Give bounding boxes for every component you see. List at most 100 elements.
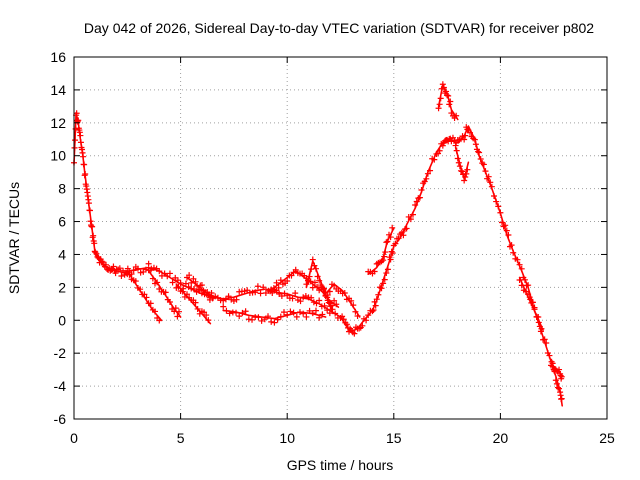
data-point	[331, 297, 338, 304]
data-point	[287, 308, 294, 315]
data-point	[89, 223, 96, 230]
data-point	[321, 302, 328, 309]
data-point	[373, 296, 380, 303]
data-point	[194, 305, 201, 312]
series-decay-3	[173, 283, 212, 325]
y-tick-label: 0	[58, 312, 66, 328]
chart-title: Day 042 of 2026, Sidereal Day-to-day VTE…	[84, 20, 594, 36]
data-point	[149, 275, 156, 282]
data-point	[143, 294, 150, 301]
data-point	[73, 110, 80, 117]
data-point	[249, 316, 256, 323]
data-point	[324, 292, 331, 299]
data-point	[332, 310, 339, 317]
y-tick-label: 4	[58, 246, 66, 262]
data-point	[98, 258, 105, 265]
data-point	[177, 279, 184, 286]
data-point	[314, 283, 321, 290]
data-point	[439, 142, 446, 149]
data-point	[271, 319, 278, 326]
data-point	[348, 297, 355, 304]
data-point	[313, 300, 320, 307]
data-point	[439, 81, 446, 88]
data-point	[268, 318, 275, 325]
data-point	[516, 261, 523, 268]
data-point	[94, 253, 101, 260]
data-point	[205, 291, 212, 298]
data-point	[488, 183, 495, 190]
data-point	[320, 285, 327, 292]
data-point	[553, 380, 560, 387]
series-dip-18	[452, 142, 471, 184]
data-point	[179, 288, 186, 295]
data-point	[556, 366, 563, 373]
data-point	[91, 240, 98, 247]
data-point	[383, 239, 390, 246]
data-point	[538, 325, 545, 332]
data-point	[293, 313, 300, 320]
data-point	[174, 277, 181, 284]
data-point	[242, 308, 249, 315]
data-point	[230, 298, 237, 305]
data-point	[459, 168, 466, 175]
data-point	[383, 270, 390, 277]
data-point	[150, 264, 157, 271]
data-point	[261, 316, 268, 323]
data-point	[369, 308, 376, 315]
data-point	[252, 289, 259, 296]
data-point	[303, 313, 310, 320]
data-point	[77, 132, 84, 139]
data-point	[290, 309, 297, 316]
data-point	[233, 296, 240, 303]
x-tick-label: 15	[386, 430, 402, 446]
data-point	[316, 314, 323, 321]
data-point	[381, 253, 388, 260]
data-point	[463, 170, 470, 177]
data-point	[222, 296, 229, 303]
data-point	[241, 288, 248, 295]
data-point	[192, 278, 199, 285]
data-point	[375, 291, 382, 298]
data-point	[172, 305, 179, 312]
data-point	[325, 299, 332, 306]
data-point	[265, 313, 272, 320]
data-point	[220, 297, 227, 304]
y-tick-label: 8	[58, 181, 66, 197]
data-point	[228, 296, 235, 303]
data-point	[166, 270, 173, 277]
data-point	[120, 267, 127, 274]
series-rise-14	[365, 224, 396, 277]
data-point	[257, 290, 264, 297]
series-fall-21	[516, 276, 545, 332]
x-tick-label: 25	[599, 430, 615, 446]
data-point	[416, 194, 423, 201]
data-point	[166, 298, 173, 305]
data-point	[319, 311, 326, 318]
data-point	[514, 256, 521, 263]
data-point	[273, 279, 280, 286]
data-point	[456, 163, 463, 170]
data-point	[518, 282, 525, 289]
data-point	[412, 201, 419, 208]
data-point	[93, 250, 100, 257]
data-point	[186, 272, 193, 279]
data-point	[370, 306, 377, 313]
data-point	[464, 166, 471, 173]
data-point	[380, 280, 387, 287]
data-point	[491, 192, 498, 199]
data-point	[525, 282, 532, 289]
data-point	[476, 149, 483, 156]
data-point	[303, 281, 310, 288]
data-point	[448, 138, 455, 145]
data-point	[440, 84, 447, 91]
data-point	[498, 219, 505, 226]
data-point	[333, 301, 340, 308]
data-point	[312, 307, 319, 314]
data-point	[455, 159, 462, 166]
data-point	[400, 232, 407, 239]
data-point	[118, 272, 125, 279]
data-point	[359, 322, 366, 329]
data-point	[372, 302, 379, 309]
data-point	[275, 284, 282, 291]
